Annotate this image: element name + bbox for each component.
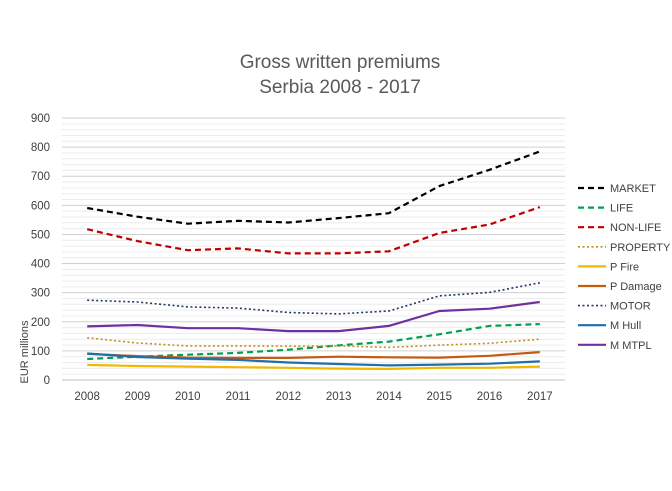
- x-tick-label: 2013: [326, 391, 352, 403]
- y-tick-label: 900: [31, 113, 50, 125]
- legend-label: MARKET: [610, 183, 656, 195]
- y-tick-label: 200: [31, 317, 50, 329]
- series-lines: [86, 150, 541, 370]
- series-line-m-hull: [87, 352, 540, 367]
- grid-lines: [62, 117, 565, 381]
- series-line-m-mtpl: [87, 300, 540, 333]
- series-line-property: [87, 337, 540, 349]
- x-tick-label: 2009: [125, 391, 151, 403]
- y-tick-label: 600: [31, 200, 50, 212]
- y-tick-label: 400: [31, 259, 50, 271]
- x-tick-label: 2010: [175, 391, 201, 403]
- y-tick-label: 800: [31, 142, 50, 154]
- x-tick-label: 2008: [74, 391, 100, 403]
- chart-title-line-2: Serbia 2008 - 2017: [259, 77, 421, 98]
- legend-label: P Fire: [610, 261, 639, 273]
- x-tick-label: 2016: [477, 391, 503, 403]
- axes: 0 100 200 300 400 500 600 700 800 900 2008 2009 2010…: [31, 113, 565, 403]
- series-line-non-life: [86, 206, 541, 255]
- y-tick-label: 300: [31, 288, 50, 300]
- y-tick-label: 0: [44, 375, 50, 387]
- y-tick-label: 500: [31, 229, 50, 241]
- legend-label: MOTOR: [610, 301, 651, 313]
- y-tick-label: 700: [31, 171, 50, 183]
- y-tick-label: 100: [31, 346, 50, 358]
- x-tick-label: 2011: [226, 391, 251, 403]
- legend: MARKET LIFE NON-LIFE PROPERTY P Fire P Damage…: [578, 183, 671, 352]
- x-tick-label: 2012: [276, 391, 302, 403]
- legend-label: PROPERTY: [610, 242, 671, 254]
- x-tick-label: 2014: [376, 391, 402, 403]
- legend-label: LIFE: [610, 203, 633, 215]
- legend-label: P Damage: [610, 281, 662, 293]
- y-axis-label: EUR millions: [19, 320, 31, 383]
- series-line-life: [87, 323, 540, 361]
- x-tick-label: 2017: [527, 391, 553, 403]
- series-line-p-fire: [87, 363, 540, 370]
- legend-label: M Hull: [610, 320, 641, 332]
- x-tick-label: 2015: [426, 391, 452, 403]
- chart-title: Gross written premiums Serbia 2008 - 201…: [60, 50, 620, 100]
- series-line-motor: [87, 282, 540, 315]
- legend-label: M MTPL: [610, 340, 652, 352]
- chart-title-line-1: Gross written premiums: [239, 52, 441, 73]
- legend-label: NON-LIFE: [610, 222, 661, 234]
